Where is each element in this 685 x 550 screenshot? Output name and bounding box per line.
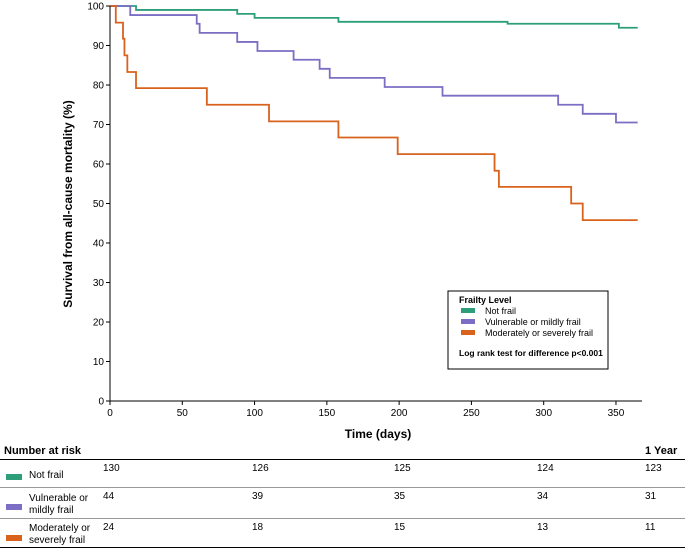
y-axis-ticks: 0 10 20 30 40 50 60 70 80 90 100 (87, 2, 110, 408)
x-tick-label: 100 (246, 408, 263, 419)
x-tick-label: 250 (463, 408, 480, 419)
x-tick-label: 0 (107, 408, 113, 419)
risk-swatch-vulnerable (6, 504, 22, 510)
risk-table-divider (0, 518, 685, 519)
y-axis-label: Survival from all-cause mortality (%) (61, 100, 75, 307)
risk-row-label-line2: severely frail (29, 535, 86, 546)
risk-table-title: Number at risk (4, 445, 82, 457)
x-tick-label: 350 (608, 408, 625, 419)
legend-entry-moderately-frail: Moderately or severely frail (485, 328, 593, 338)
curve-moderately-frail (110, 5, 638, 221)
y-tick-label: 60 (93, 160, 105, 171)
risk-value: 13 (537, 522, 549, 533)
risk-value: 18 (252, 522, 264, 533)
y-tick-label: 100 (87, 2, 104, 13)
risk-value: 35 (394, 491, 406, 502)
risk-row-label: Moderately or severely frail (29, 523, 104, 547)
legend-title: Frailty Level (459, 295, 512, 305)
y-tick-label: 90 (93, 41, 105, 52)
risk-table-divider (0, 487, 685, 488)
risk-row-label: Not frail (29, 470, 104, 482)
risk-table-top-rule (0, 459, 685, 460)
risk-value: 123 (645, 463, 662, 474)
risk-value: 44 (103, 491, 115, 502)
x-tick-label: 200 (391, 408, 408, 419)
risk-row-label-line1: Moderately or (29, 523, 91, 534)
risk-row-label: Vulnerable or mildly frail (29, 493, 104, 517)
y-tick-label: 50 (93, 199, 105, 210)
curve-vulnerable (110, 5, 638, 124)
risk-row-label-line2: mildly frail (29, 505, 74, 516)
legend-entry-vulnerable: Vulnerable or mildly frail (485, 317, 581, 327)
y-tick-label: 20 (93, 318, 105, 329)
survival-chart: 0 10 20 30 40 50 60 70 80 90 100 0 50 100 150 200 250 30… (61, 2, 642, 441)
risk-value: 125 (394, 463, 411, 474)
y-tick-label: 70 (93, 120, 105, 131)
y-tick-label: 0 (98, 397, 104, 408)
risk-table-end-label: 1 Year (645, 445, 678, 457)
risk-value: 130 (103, 463, 120, 474)
risk-table-bottom-rule (0, 547, 685, 548)
legend-swatch-moderately-frail (461, 330, 475, 335)
risk-value: 126 (252, 463, 269, 474)
y-tick-label: 80 (93, 81, 105, 92)
x-axis-ticks: 0 50 100 150 200 250 300 350 (107, 401, 625, 419)
legend-entry-not-frail: Not frail (485, 306, 516, 316)
risk-row-not-frail: Not frail 130 126 125 124 123 (0, 463, 685, 491)
number-at-risk-table: Number at risk 1 Year Not frail 130 126 … (0, 441, 685, 549)
legend-swatch-not-frail (461, 308, 475, 313)
curve-not-frail (110, 5, 638, 29)
y-tick-label: 10 (93, 357, 105, 368)
x-axis-label: Time (days) (345, 427, 411, 441)
risk-swatch-moderately-frail (6, 535, 22, 541)
risk-value: 15 (394, 522, 406, 533)
risk-value: 39 (252, 491, 264, 502)
risk-swatch-not-frail (6, 474, 22, 480)
risk-row-label-line1: Vulnerable or (29, 493, 89, 504)
risk-row-label-line1: Not frail (29, 470, 64, 481)
risk-value: 11 (645, 522, 656, 533)
risk-value: 34 (537, 491, 549, 502)
risk-value: 24 (103, 522, 115, 533)
legend-swatch-vulnerable (461, 319, 475, 324)
risk-value: 31 (645, 491, 657, 502)
legend-log-rank-note: Log rank test for difference p<0.001 (459, 348, 603, 358)
survival-curves (110, 5, 638, 221)
y-tick-label: 40 (93, 239, 105, 250)
risk-row-vulnerable: Vulnerable or mildly frail 44 39 35 34 3… (0, 491, 685, 519)
legend: Frailty Level Not frail Vulnerable or mi… (447, 290, 609, 370)
x-tick-label: 300 (535, 408, 552, 419)
y-tick-label: 30 (93, 278, 105, 289)
risk-value: 124 (537, 463, 554, 474)
x-tick-label: 50 (177, 408, 189, 419)
risk-row-moderately-frail: Moderately or severely frail 24 18 15 13… (0, 522, 685, 550)
x-tick-label: 150 (319, 408, 336, 419)
